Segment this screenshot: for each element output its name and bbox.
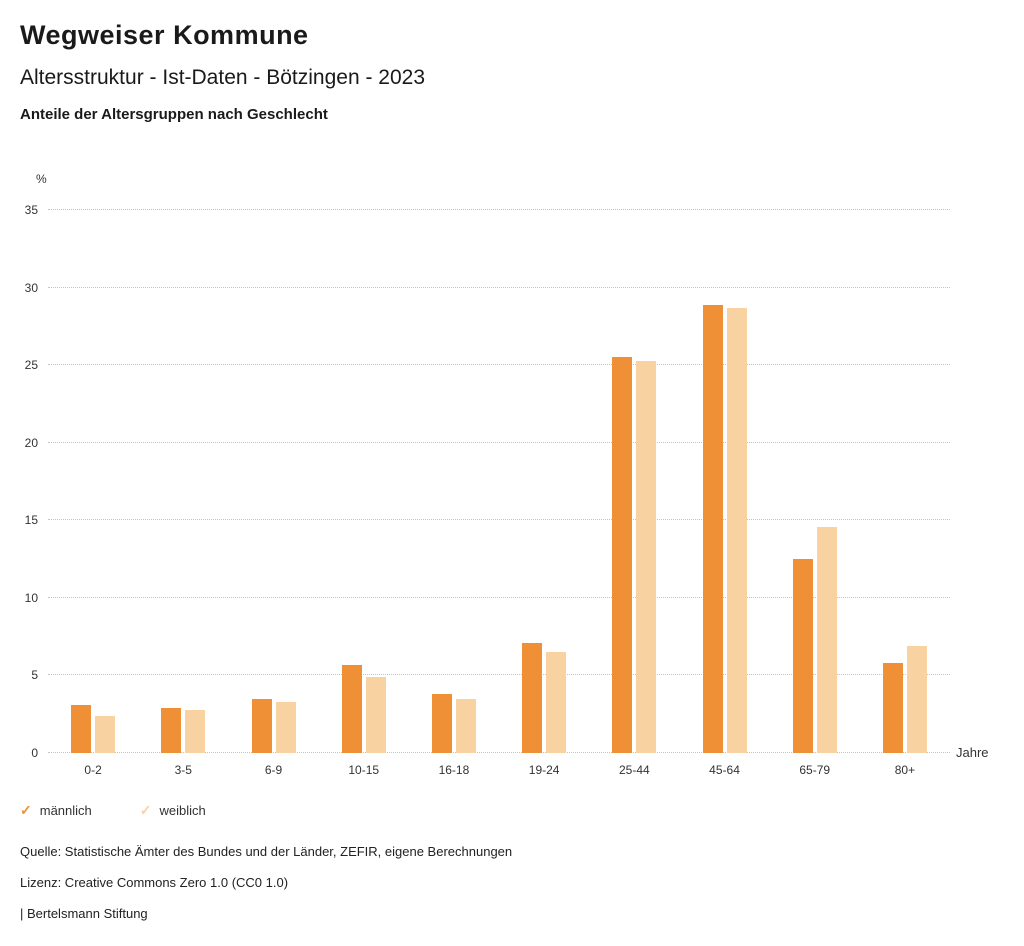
bar-group-25-44	[589, 210, 679, 753]
bar-group-65-79	[770, 210, 860, 753]
x-tick-label-65-79: 65-79	[799, 763, 831, 777]
gridline-5	[48, 674, 950, 676]
y-tick-label-10: 10	[24, 590, 38, 605]
bar-weiblich-10-15[interactable]	[365, 676, 386, 753]
y-axis-unit-label: %	[36, 172, 47, 186]
gridline-30	[48, 286, 950, 288]
gridline-0	[48, 752, 950, 753]
x-tick-label-80+: 80+	[894, 763, 916, 777]
x-tick-label-6-9: 6-9	[264, 763, 283, 777]
bar-weiblich-16-18[interactable]	[455, 698, 476, 753]
y-tick-label-5: 5	[31, 668, 38, 683]
legend-label: männlich	[39, 803, 92, 818]
bar-groups	[48, 210, 950, 753]
y-tick-label-15: 15	[24, 513, 38, 528]
x-tick-label-19-24: 19-24	[528, 763, 560, 777]
y-tick-label-0: 0	[31, 746, 38, 760]
legend: ✓ männlich ✓ weiblich	[20, 802, 206, 819]
x-axis-ticks: 0-2 3-5 6-9 10-15 16-18 19-24 25-44 45-64 65-79 8…	[48, 763, 950, 777]
legend-item-weiblich[interactable]: ✓ weiblich	[140, 802, 206, 819]
legend-item-maennlich[interactable]: ✓ männlich	[20, 802, 92, 819]
bar-group-19-24	[499, 210, 589, 753]
y-tick-label-35: 35	[24, 203, 38, 217]
check-icon: ✓	[139, 802, 152, 818]
gridline-20	[48, 441, 950, 443]
y-tick-label-30: 30	[24, 280, 38, 295]
x-tick-label-25-44: 25-44	[618, 763, 650, 777]
bar-weiblich-19-24[interactable]	[546, 652, 567, 753]
bar-männlich-3-5[interactable]	[161, 708, 182, 753]
bar-männlich-25-44[interactable]	[612, 357, 633, 753]
bar-group-6-9	[228, 210, 318, 753]
gridline-15	[48, 519, 950, 521]
x-tick-label-10-15: 10-15	[348, 763, 380, 777]
bar-männlich-0-2[interactable]	[71, 704, 92, 753]
check-icon: ✓	[20, 802, 32, 818]
x-tick-label-45-64: 45-64	[709, 763, 740, 777]
x-tick-label-3-5: 3-5	[174, 763, 192, 777]
y-tick-label-20: 20	[24, 435, 38, 450]
bar-group-45-64	[679, 210, 769, 753]
x-axis-label: Jahre	[956, 745, 989, 760]
bar-männlich-16-18[interactable]	[431, 694, 452, 753]
gridline-25	[48, 364, 950, 366]
bar-group-10-15	[319, 210, 409, 753]
legend-label: weiblich	[159, 803, 206, 818]
page-title: Wegweiser Kommune	[20, 20, 309, 50]
bar-männlich-45-64[interactable]	[702, 304, 723, 753]
license-text: Lizenz: Creative Commons Zero 1.0 (CC0 1…	[20, 875, 289, 890]
source-text: Quelle: Statistische Ämter des Bundes un…	[20, 844, 513, 859]
chart-subtitle: Altersstruktur - Ist-Daten - Bötzingen -…	[20, 66, 425, 89]
bar-weiblich-45-64[interactable]	[726, 307, 747, 753]
bar-männlich-65-79[interactable]	[792, 559, 813, 753]
attribution-text: | Bertelsmann Stiftung	[20, 906, 148, 921]
gridline-35	[48, 209, 950, 210]
x-tick-label-16-18: 16-18	[438, 763, 470, 777]
bar-weiblich-0-2[interactable]	[95, 715, 116, 753]
bar-männlich-19-24[interactable]	[522, 642, 543, 753]
bar-weiblich-65-79[interactable]	[816, 526, 837, 753]
plot-area: 0 5 10 15 20 25 30 35	[25, 203, 950, 760]
bar-group-3-5	[138, 210, 228, 753]
bar-männlich-10-15[interactable]	[341, 664, 362, 753]
gridline-10	[48, 596, 950, 598]
bar-group-16-18	[409, 210, 499, 753]
bar-männlich-6-9[interactable]	[251, 698, 272, 753]
bar-group-0-2	[48, 210, 138, 753]
bar-weiblich-80+[interactable]	[906, 645, 927, 753]
x-tick-label-0-2: 0-2	[84, 763, 102, 777]
y-tick-label-25: 25	[24, 358, 38, 373]
bar-weiblich-25-44[interactable]	[636, 360, 657, 753]
bar-group-80+	[860, 210, 950, 753]
bar-männlich-80+[interactable]	[882, 663, 903, 753]
bar-weiblich-6-9[interactable]	[275, 701, 296, 753]
chart-heading: Anteile der Altersgruppen nach Geschlech…	[20, 106, 328, 123]
bar-weiblich-3-5[interactable]	[185, 709, 206, 753]
